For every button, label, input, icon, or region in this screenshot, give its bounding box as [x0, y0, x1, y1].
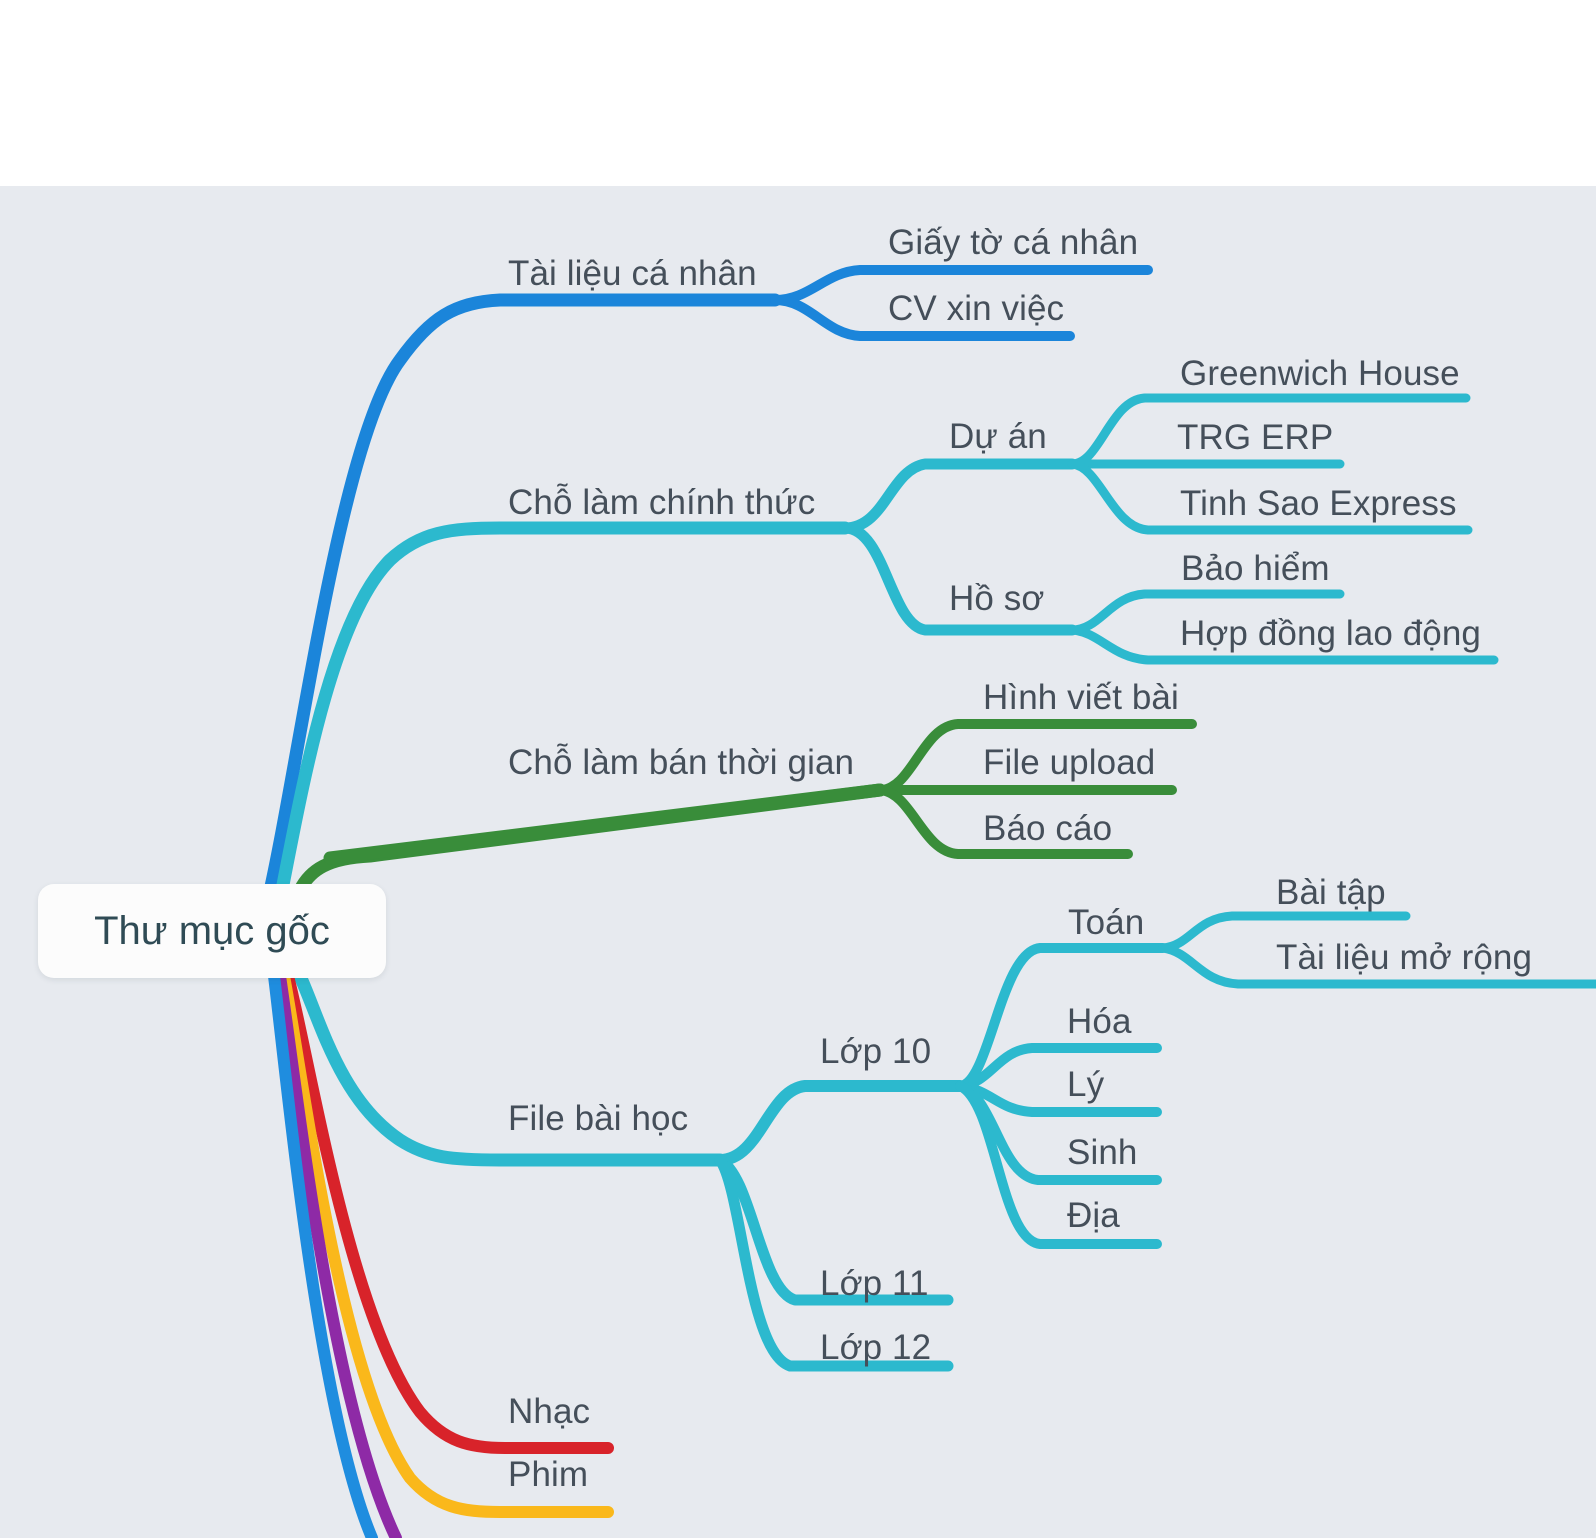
- node-lop-12[interactable]: Lớp 12: [820, 1328, 932, 1367]
- node-sinh[interactable]: Sinh: [1067, 1133, 1138, 1172]
- node-cho-lam-ban-thoi-gian[interactable]: Chỗ làm bán thời gian: [508, 743, 855, 782]
- node-file-bai-hoc[interactable]: File bài học: [508, 1099, 689, 1138]
- line-ly: [955, 1081, 1162, 1117]
- line-extra-purple: [274, 970, 402, 1538]
- node-lop-10[interactable]: Lớp 10: [820, 1032, 932, 1071]
- line-nhac: [282, 970, 614, 1454]
- line-ho-so: [839, 522, 1078, 636]
- node-tai-lieu-mo-rong[interactable]: Tài liệu mở rộng: [1276, 938, 1533, 977]
- line-lop-12: [714, 1154, 954, 1372]
- node-bao-cao[interactable]: Báo cáo: [983, 809, 1113, 848]
- node-phim[interactable]: Phim: [508, 1455, 589, 1494]
- node-tinh-sao-express[interactable]: Tinh Sao Express: [1180, 484, 1457, 523]
- line-dia: [955, 1081, 1162, 1249]
- node-ly[interactable]: Lý: [1067, 1065, 1105, 1104]
- node-ho-so[interactable]: Hồ sơ: [949, 579, 1045, 618]
- node-du-an[interactable]: Dự án: [949, 417, 1047, 456]
- line-cho-lam-ban-thoi-gian-tail: [323, 783, 887, 865]
- line-tinh-sao-express: [1067, 459, 1473, 535]
- node-dia[interactable]: Địa: [1067, 1196, 1120, 1235]
- line-bao-cao: [875, 785, 1133, 859]
- line-phim: [278, 970, 614, 1518]
- line-lop-11: [714, 1154, 954, 1306]
- line-cv-xin-viec: [770, 295, 1075, 341]
- line-tai-lieu-ca-nhan: [261, 293, 782, 907]
- line-hop-dong-lao-dong: [1067, 625, 1499, 665]
- line-extra-blue: [268, 970, 378, 1538]
- node-giay-to-ca-nhan[interactable]: Giấy tờ cá nhân: [888, 223, 1139, 262]
- node-tai-lieu-ca-nhan[interactable]: Tài liệu cá nhân: [508, 254, 757, 293]
- root-node[interactable]: Thư mục gốc: [38, 884, 386, 978]
- node-hoa[interactable]: Hóa: [1067, 1002, 1132, 1041]
- line-hoa: [955, 1043, 1162, 1091]
- line-tai-lieu-mo-rong: [1158, 943, 1596, 989]
- line-cho-lam-chinh-thuc: [273, 521, 852, 907]
- mindmap-background: [0, 186, 1596, 1538]
- node-file-upload[interactable]: File upload: [983, 743, 1156, 782]
- node-nhac[interactable]: Nhạc: [508, 1392, 591, 1431]
- node-toan[interactable]: Toán: [1068, 903, 1145, 942]
- line-lop-10: [714, 1080, 966, 1166]
- root-node-label: Thư mục gốc: [94, 908, 330, 953]
- node-bao-hiem[interactable]: Bảo hiểm: [1181, 549, 1330, 588]
- node-cho-lam-chinh-thuc[interactable]: Chỗ làm chính thức: [508, 483, 816, 522]
- node-hinh-viet-bai[interactable]: Hình viết bài: [983, 678, 1179, 717]
- line-file-bai-hoc: [293, 969, 727, 1167]
- line-du-an: [839, 458, 1078, 534]
- node-hop-dong-lao-dong[interactable]: Hợp đồng lao động: [1180, 614, 1481, 653]
- node-bai-tap[interactable]: Bài tập: [1276, 873, 1386, 912]
- node-greenwich-house[interactable]: Greenwich House: [1180, 354, 1460, 393]
- node-cv-xin-viec[interactable]: CV xin việc: [888, 289, 1065, 328]
- node-trg-erp[interactable]: TRG ERP: [1177, 418, 1334, 457]
- node-lop-11[interactable]: Lớp 11: [820, 1264, 929, 1303]
